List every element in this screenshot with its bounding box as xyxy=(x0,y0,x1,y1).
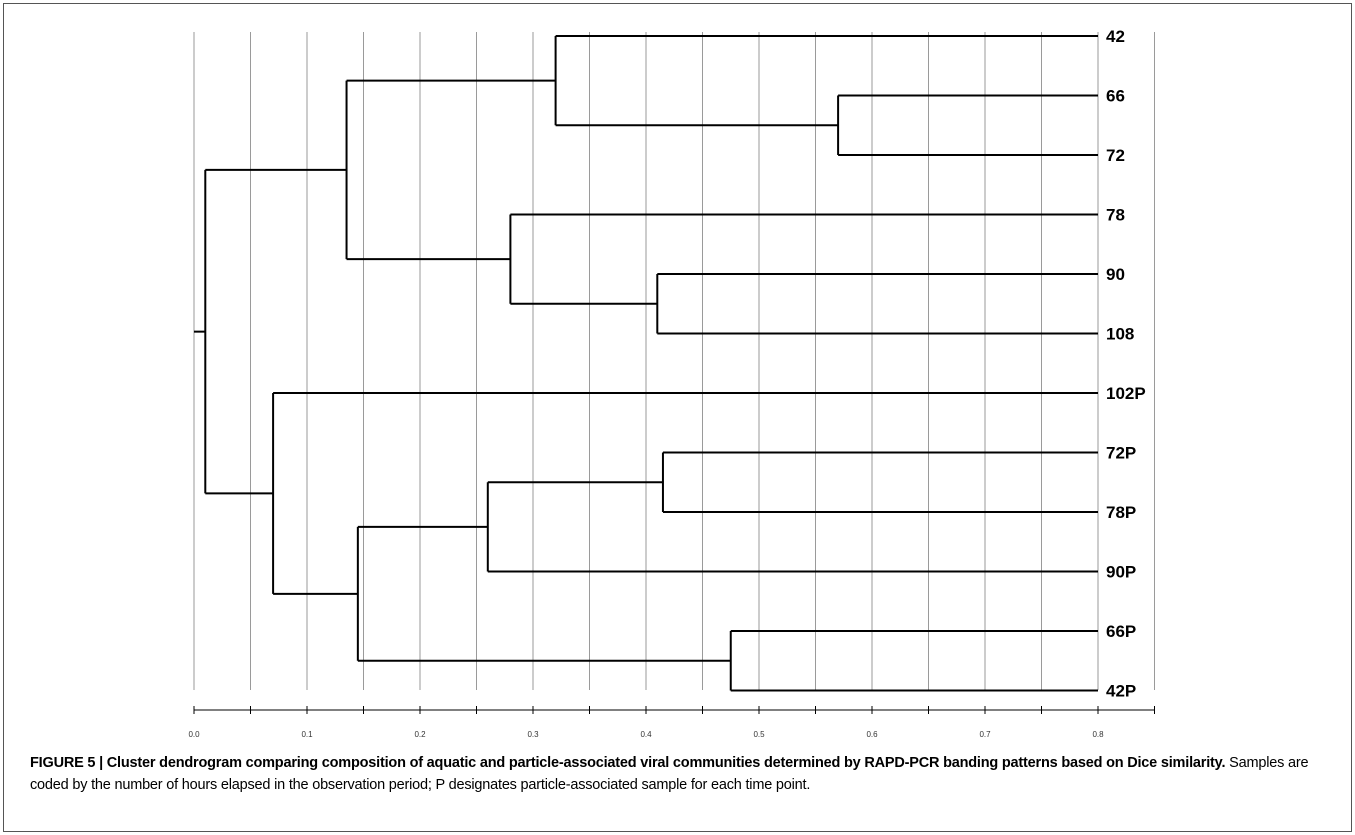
axis-tick-label: 0.5 xyxy=(753,730,765,739)
caption-body: Samples are coded by the number of hours… xyxy=(30,755,1309,793)
leaf-label: 108 xyxy=(1106,325,1134,344)
leaf-label: 90P xyxy=(1106,563,1136,582)
leaf-label: 42 xyxy=(1106,27,1125,46)
leaf-label: 78 xyxy=(1106,206,1125,225)
caption-lead: FIGURE 5 | Cluster dendrogram comparing … xyxy=(30,755,1226,771)
axis-tick-label: 0.3 xyxy=(527,730,539,739)
axis-tick-label: 0.2 xyxy=(414,730,426,739)
axis-tick-label: 0.6 xyxy=(866,730,878,739)
dendrogram-chart: 0.0 0.1 0.2 0.3 0.4 0.5 0.6 0.7 0.8 42 66 72 78 90 10… xyxy=(188,27,1155,739)
leaf-label: 42P xyxy=(1106,682,1136,701)
leaf-label: 72P xyxy=(1106,444,1136,463)
axis-tick-label: 0.7 xyxy=(979,730,991,739)
dendrogram-branches xyxy=(194,35,1098,692)
axis-tick-label: 0.4 xyxy=(640,730,652,739)
leaf-label: 102P xyxy=(1106,384,1146,403)
figure-frame: 0.0 0.1 0.2 0.3 0.4 0.5 0.6 0.7 0.8 42 66 72 78 90 10… xyxy=(3,3,1352,832)
leaf-label: 72 xyxy=(1106,146,1125,165)
grid-lines xyxy=(193,32,1155,690)
leaf-label: 66 xyxy=(1106,87,1125,106)
leaf-label: 90 xyxy=(1106,265,1125,284)
axis-tick-label: 0.8 xyxy=(1092,730,1104,739)
leaf-label: 78P xyxy=(1106,503,1136,522)
leaf-labels: 42 66 72 78 90 108 102P 72P 78P 90P 66P 42P xyxy=(1106,27,1146,701)
x-axis: 0.0 0.1 0.2 0.3 0.4 0.5 0.6 0.7 0.8 xyxy=(188,706,1155,739)
leaf-label: 66P xyxy=(1106,622,1136,641)
figure-caption: FIGURE 5 | Cluster dendrogram comparing … xyxy=(30,752,1340,796)
axis-tick-label: 0.1 xyxy=(301,730,313,739)
axis-tick-label: 0.0 xyxy=(188,730,200,739)
